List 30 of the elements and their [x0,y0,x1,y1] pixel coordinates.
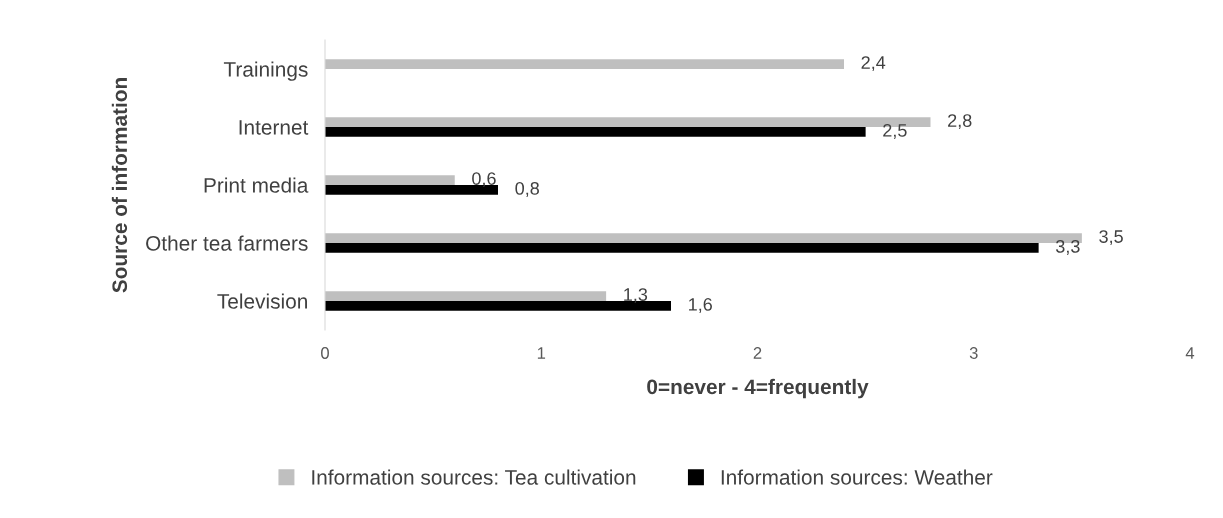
y-tick-label: Television [217,293,307,309]
data-label: 2,4 [861,56,886,72]
x-tick-label: 4 [1185,347,1195,359]
data-label: 3,3 [1055,239,1080,255]
y-axis-title: Source of information [111,78,128,293]
data-label: 2,8 [948,114,972,130]
x-tick-label: 0 [321,347,329,359]
data-label: 0,6 [472,172,496,188]
bar [325,243,1039,253]
bar [325,127,866,137]
bar [325,301,671,311]
data-label: 1,3 [624,288,648,304]
x-tick-label: 1 [537,347,546,359]
x-tick-label: 3 [969,347,978,359]
y-tick-label: Trainings [223,61,308,81]
bar [325,185,498,195]
x-tick-label: 2 [753,347,762,359]
x-axis-title: 0=never - 4=frequently [647,378,869,399]
legend-label: Information sources: Tea cultivation [312,469,636,485]
y-tick-label: Other tea farmers [146,235,308,251]
data-label: 0,8 [515,181,539,197]
legend-label: Information sources: Weather [721,469,993,485]
bar [325,291,607,301]
bar [325,59,844,69]
data-label: 1,6 [689,297,712,313]
data-label: 2,5 [883,123,907,139]
bar [325,175,455,185]
y-tick-label: Internet [239,120,309,135]
y-tick-label: Print media [204,177,309,193]
data-label: 3,5 [1099,230,1123,246]
